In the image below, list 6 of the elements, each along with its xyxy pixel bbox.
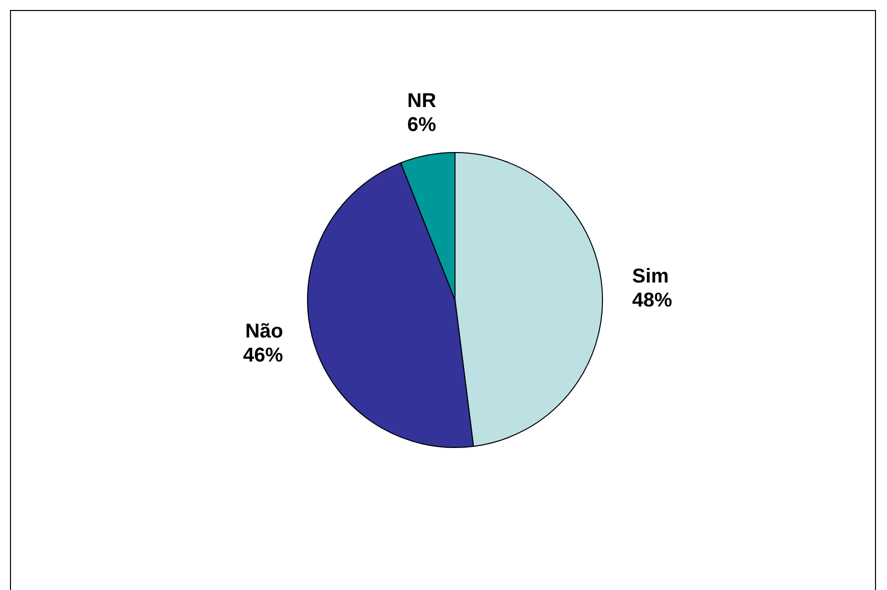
slice-label: Não xyxy=(245,320,284,343)
slice-label: NR xyxy=(407,90,437,112)
slice-label: Sim xyxy=(632,265,669,288)
data-label: 48% xyxy=(632,289,672,312)
data-label: 6% xyxy=(407,114,436,136)
data-label: 46% xyxy=(243,344,284,367)
